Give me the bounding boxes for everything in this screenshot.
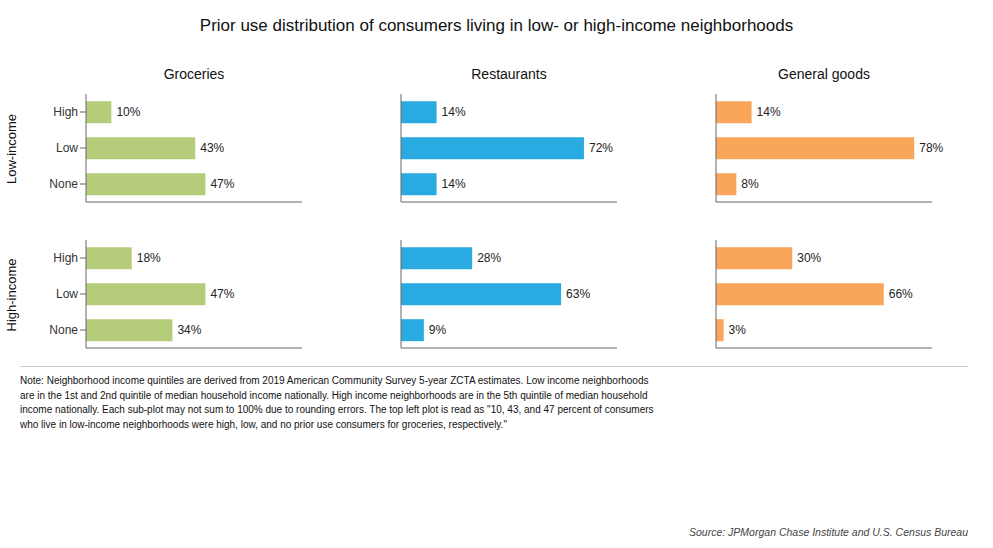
svg-text:63%: 63% bbox=[566, 287, 590, 301]
html-text:High-income: High-income bbox=[4, 258, 19, 332]
html-text:Source: JPMorgan Chase Institu: Source: JPMorgan Chase Institute and U.S… bbox=[689, 526, 968, 538]
svg-text:43%: 43% bbox=[200, 141, 224, 155]
html-text:Restaurants: Restaurants bbox=[471, 66, 547, 82]
html-text:Prior use distribution of cons: Prior use distribution of consumers livi… bbox=[199, 16, 794, 35]
svg-text:78%: 78% bbox=[919, 141, 943, 155]
svg-text:14%: 14% bbox=[442, 105, 466, 119]
svg-text:Low: Low bbox=[56, 287, 78, 301]
html-text:Low-income: Low-income bbox=[4, 114, 19, 184]
svg-text:47%: 47% bbox=[210, 287, 234, 301]
svg-text:14%: 14% bbox=[757, 105, 781, 119]
svg-text:72%: 72% bbox=[589, 141, 613, 155]
svg-text:High: High bbox=[53, 105, 78, 119]
svg-text:None: None bbox=[49, 177, 78, 191]
svg-text:9%: 9% bbox=[429, 323, 447, 337]
svg-text:High: High bbox=[53, 251, 78, 265]
svg-text:None: None bbox=[49, 323, 78, 337]
svg-text:3%: 3% bbox=[729, 323, 747, 337]
svg-text:34%: 34% bbox=[177, 323, 201, 337]
html-text:Groceries: Groceries bbox=[163, 66, 225, 82]
html-text:General goods: General goods bbox=[778, 66, 870, 82]
html-text:Note: Neighborhood income quin: Note: Neighborhood income quintiles are … bbox=[20, 375, 654, 430]
svg-text:8%: 8% bbox=[741, 177, 759, 191]
svg-text:66%: 66% bbox=[889, 287, 913, 301]
svg-text:47%: 47% bbox=[210, 177, 234, 191]
svg-text:18%: 18% bbox=[137, 251, 161, 265]
svg-text:14%: 14% bbox=[442, 177, 466, 191]
svg-text:Low: Low bbox=[56, 141, 78, 155]
svg-text:30%: 30% bbox=[797, 251, 821, 265]
svg-text:10%: 10% bbox=[116, 105, 140, 119]
svg-text:28%: 28% bbox=[477, 251, 501, 265]
